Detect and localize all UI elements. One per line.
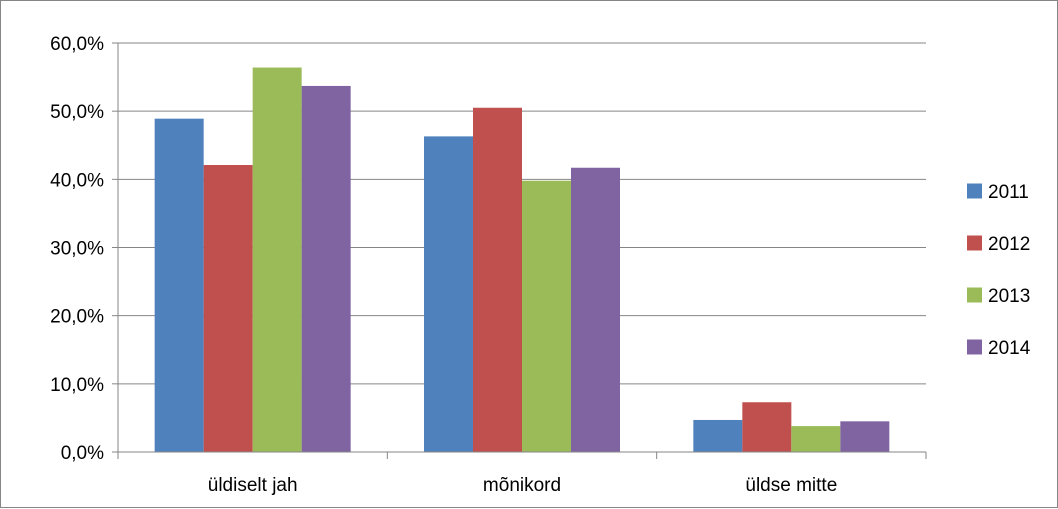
bar-2014-3 (840, 421, 890, 452)
legend: 2011 2012 2013 2014 (967, 182, 1031, 359)
y-tick-label: 20,0% (50, 307, 104, 328)
bars (154, 67, 890, 453)
bar-2011-2 (424, 136, 473, 452)
bar-2014-2 (571, 167, 620, 452)
y-tick-label: 50,0% (50, 102, 104, 123)
x-tick-labels: üldiselt jah mõnikord üldse mitte (208, 475, 837, 496)
legend-swatch-2011 (967, 183, 982, 199)
bar-2013-2 (522, 180, 571, 453)
y-tick-label: 0,0% (61, 443, 104, 464)
legend-swatch-2013 (967, 287, 982, 303)
x-tick-label: mõnikord (483, 475, 561, 496)
legend-label-2013: 2013 (988, 286, 1030, 307)
bar-2012-2 (473, 107, 522, 452)
bar-2011-3 (693, 419, 743, 452)
legend-label-2011: 2011 (988, 182, 1029, 203)
legend-label-2014: 2014 (988, 338, 1031, 359)
legend-swatch-2014 (967, 339, 982, 355)
legend-swatch-2012 (967, 235, 982, 251)
legend-label-2012: 2012 (988, 234, 1030, 255)
bar-2011-1 (154, 118, 204, 452)
bar-2012-3 (742, 402, 792, 452)
bar-2012-1 (203, 165, 253, 453)
y-tick-label: 40,0% (50, 170, 104, 191)
bar-2013-1 (252, 67, 302, 452)
bar-2013-3 (791, 426, 841, 452)
y-tick-label: 30,0% (50, 239, 104, 260)
axes (112, 42, 927, 459)
bar-2014-1 (301, 85, 351, 452)
y-tick-labels: 0,0% 10,0% 20,0% 30,0% 40,0% 50,0% 60,0% (50, 34, 104, 464)
x-tick-label: üldiselt jah (208, 475, 298, 496)
y-tick-label: 60,0% (50, 34, 104, 55)
y-tick-label: 10,0% (50, 375, 104, 396)
x-tick-label: üldse mitte (745, 475, 837, 496)
